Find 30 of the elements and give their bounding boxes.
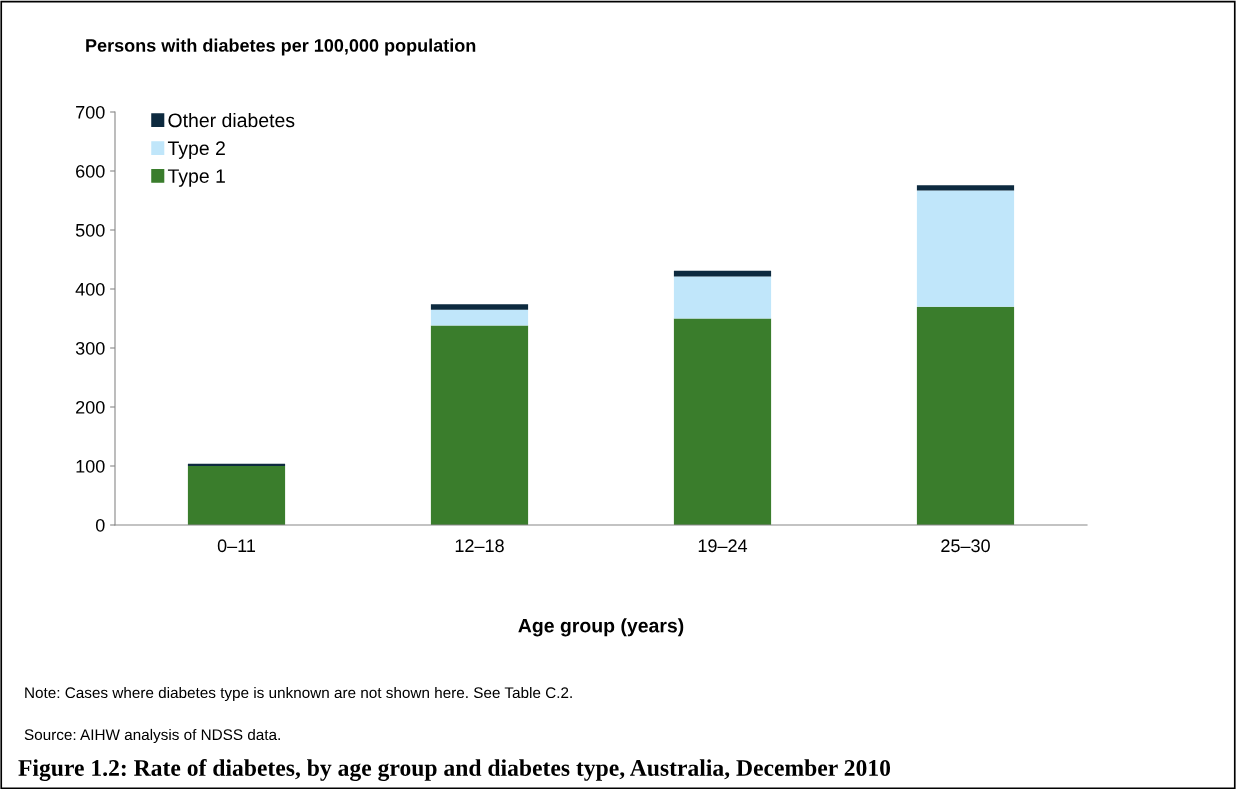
bar [673, 276, 772, 319]
bar [187, 466, 286, 525]
legend-label: Type 1 [167, 169, 225, 187]
text: Note: Cases where diabetes type is unknown are not shown here. See Table C.2. [25, 686, 572, 702]
legend-label: Type 2 [167, 141, 225, 159]
bar [916, 306, 1015, 525]
y-axis-title: Persons with diabetes per 100,000 population [86, 38, 476, 56]
y-tick-label: 700 [76, 105, 105, 119]
text: Figure 1.2: Rate of diabetes, by age group and diabetes type, Australia, December 2010 [18, 759, 891, 781]
x-tick-label: 19–24 [698, 539, 748, 553]
x-tick-label: 0–11 [217, 539, 256, 553]
bar [916, 190, 1015, 307]
y-tick-label: 200 [76, 400, 105, 414]
y-tick-label: 600 [76, 164, 105, 178]
bar [916, 185, 1015, 191]
source-note: Source: AIHW analysis of NDSS data. [24, 728, 280, 744]
bar [673, 318, 772, 525]
y-tick-label: 0 [95, 518, 105, 532]
bar [430, 325, 529, 525]
bar [430, 309, 529, 326]
x-axis-title: Age group (years) [518, 618, 684, 637]
x-tick-label: 12–18 [455, 539, 504, 553]
y-tick-label: 400 [75, 282, 105, 296]
y-tick-label: 500 [75, 223, 105, 237]
legend-label: Other diabetes [168, 112, 295, 128]
bar [673, 270, 772, 277]
bar [430, 304, 529, 310]
x-tick-label: 25–30 [941, 539, 990, 553]
y-tick-label: 300 [75, 341, 105, 355]
y-tick-label: 100 [76, 459, 105, 473]
